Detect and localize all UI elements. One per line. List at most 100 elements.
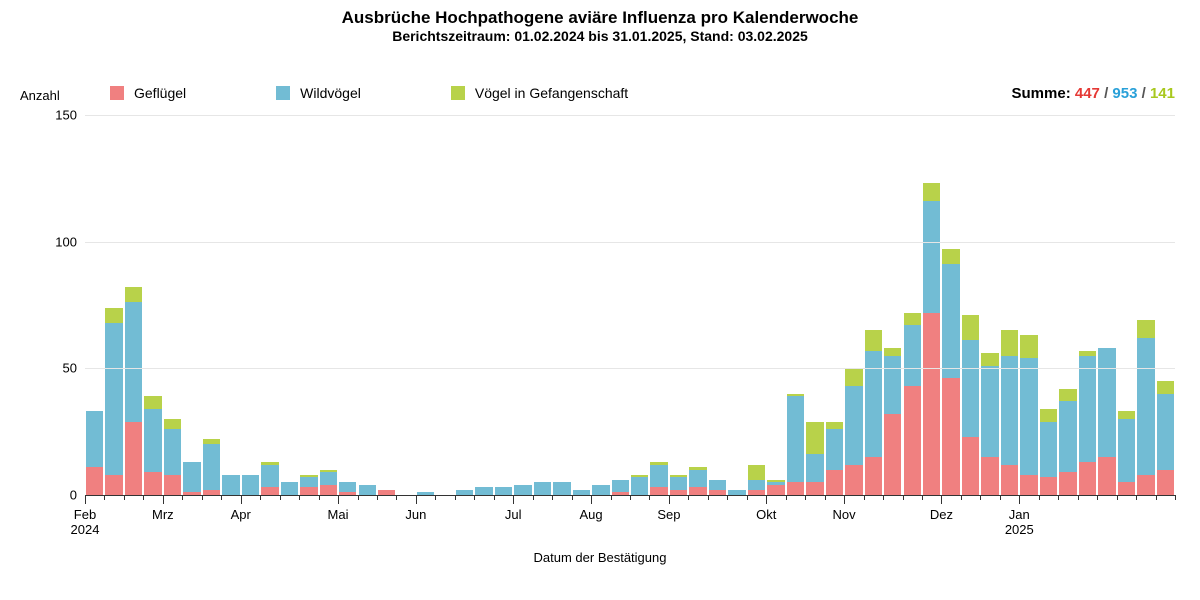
legend-item: Wildvögel xyxy=(276,85,361,101)
bar-stack xyxy=(553,482,570,495)
bar-segment xyxy=(884,348,901,356)
bar-segment xyxy=(1059,472,1076,495)
x-tick-month: Nov xyxy=(833,507,856,522)
bar-segment xyxy=(183,462,200,492)
x-tick-month: Mrz xyxy=(152,507,174,522)
x-tick-label: Jul xyxy=(505,507,522,522)
bar-slot xyxy=(688,467,707,495)
x-minor-tick xyxy=(1039,495,1040,500)
bar-stack xyxy=(709,480,726,495)
x-minor-tick xyxy=(1000,495,1001,500)
x-minor-tick xyxy=(805,495,806,500)
bar-segment xyxy=(923,183,940,201)
bar-slot xyxy=(241,475,260,495)
bar-segment xyxy=(942,264,959,378)
bar-slot xyxy=(202,439,221,495)
bar-slot xyxy=(766,480,785,495)
bar-slot xyxy=(786,394,805,495)
bar-segment xyxy=(125,287,142,302)
bar-segment xyxy=(86,467,103,495)
x-minor-tick xyxy=(299,495,300,500)
bar-slot xyxy=(1058,389,1077,495)
bar-segment xyxy=(884,356,901,414)
x-major-tick xyxy=(766,495,767,504)
bar-stack xyxy=(514,485,531,495)
x-major-tick xyxy=(241,495,242,504)
x-minor-tick xyxy=(1058,495,1059,500)
bar-slot xyxy=(1078,351,1097,495)
bar-stack xyxy=(183,462,200,495)
x-minor-tick xyxy=(1117,495,1118,500)
x-minor-tick xyxy=(319,495,320,500)
x-minor-tick xyxy=(688,495,689,500)
bar-slot xyxy=(611,480,630,495)
chart-title-block: Ausbrüche Hochpathogene aviäre Influenza… xyxy=(0,8,1200,44)
bar-segment xyxy=(1040,477,1057,495)
y-tick-label: 0 xyxy=(45,488,77,503)
x-tick-year: 2025 xyxy=(1005,522,1034,537)
x-major-tick xyxy=(591,495,592,504)
bar-slot xyxy=(1039,409,1058,495)
bar-segment xyxy=(125,302,142,421)
bar-stack xyxy=(826,422,843,495)
bar-slot xyxy=(649,462,668,495)
bar-stack xyxy=(670,475,687,495)
x-tick-month: Aug xyxy=(579,507,602,522)
bar-slot xyxy=(124,287,143,495)
bar-stack xyxy=(1118,411,1135,495)
bar-segment xyxy=(164,475,181,495)
bar-segment xyxy=(787,396,804,482)
bar-segment xyxy=(281,482,298,495)
bar-segment xyxy=(650,487,667,495)
bar-slot xyxy=(221,475,240,495)
bar-stack xyxy=(1098,348,1115,495)
bar-slot xyxy=(143,396,162,495)
grid-line xyxy=(85,242,1175,243)
bar-segment xyxy=(1001,465,1018,495)
bar-segment xyxy=(709,480,726,490)
x-major-tick xyxy=(1019,495,1020,504)
legend: GeflügelWildvögelVögel in Gefangenschaft xyxy=(110,85,718,101)
bar-segment xyxy=(164,429,181,475)
bar-segment xyxy=(904,313,921,326)
chart-title: Ausbrüche Hochpathogene aviäre Influenza… xyxy=(0,8,1200,28)
bar-slot xyxy=(708,480,727,495)
bar-stack xyxy=(962,315,979,495)
bar-segment xyxy=(942,249,959,264)
bar-stack xyxy=(787,394,804,495)
bar-stack xyxy=(261,462,278,495)
bar-slot xyxy=(883,348,902,495)
x-minor-tick xyxy=(533,495,534,500)
bar-segment xyxy=(1020,475,1037,495)
legend-item: Geflügel xyxy=(110,85,186,101)
bar-slot xyxy=(922,183,941,495)
bar-slot xyxy=(591,485,610,495)
x-tick-label: Feb2024 xyxy=(71,507,100,537)
bars-group xyxy=(85,115,1175,495)
x-minor-tick xyxy=(280,495,281,500)
bar-segment xyxy=(1001,356,1018,465)
x-major-tick xyxy=(844,495,845,504)
bar-segment xyxy=(748,480,765,490)
x-axis-title: Datum der Bestätigung xyxy=(0,550,1200,565)
bar-stack xyxy=(865,330,882,495)
bar-segment xyxy=(359,485,376,495)
x-tick-month: Dez xyxy=(930,507,953,522)
summary-separator: / xyxy=(1100,85,1113,102)
bar-segment xyxy=(222,475,239,495)
bar-segment xyxy=(631,477,648,495)
bar-segment xyxy=(923,201,940,312)
x-tick-label: Sep xyxy=(657,507,680,522)
bar-slot xyxy=(980,353,999,495)
bar-stack xyxy=(689,467,706,495)
x-tick-label: Dez xyxy=(930,507,953,522)
x-minor-tick xyxy=(474,495,475,500)
bar-segment xyxy=(105,308,122,323)
summary-value: 953 xyxy=(1112,85,1137,102)
bar-slot xyxy=(747,465,766,495)
bar-stack xyxy=(1137,320,1154,495)
bar-segment xyxy=(105,323,122,475)
bar-slot xyxy=(941,249,960,495)
bar-stack xyxy=(981,353,998,495)
bar-segment xyxy=(650,465,667,488)
